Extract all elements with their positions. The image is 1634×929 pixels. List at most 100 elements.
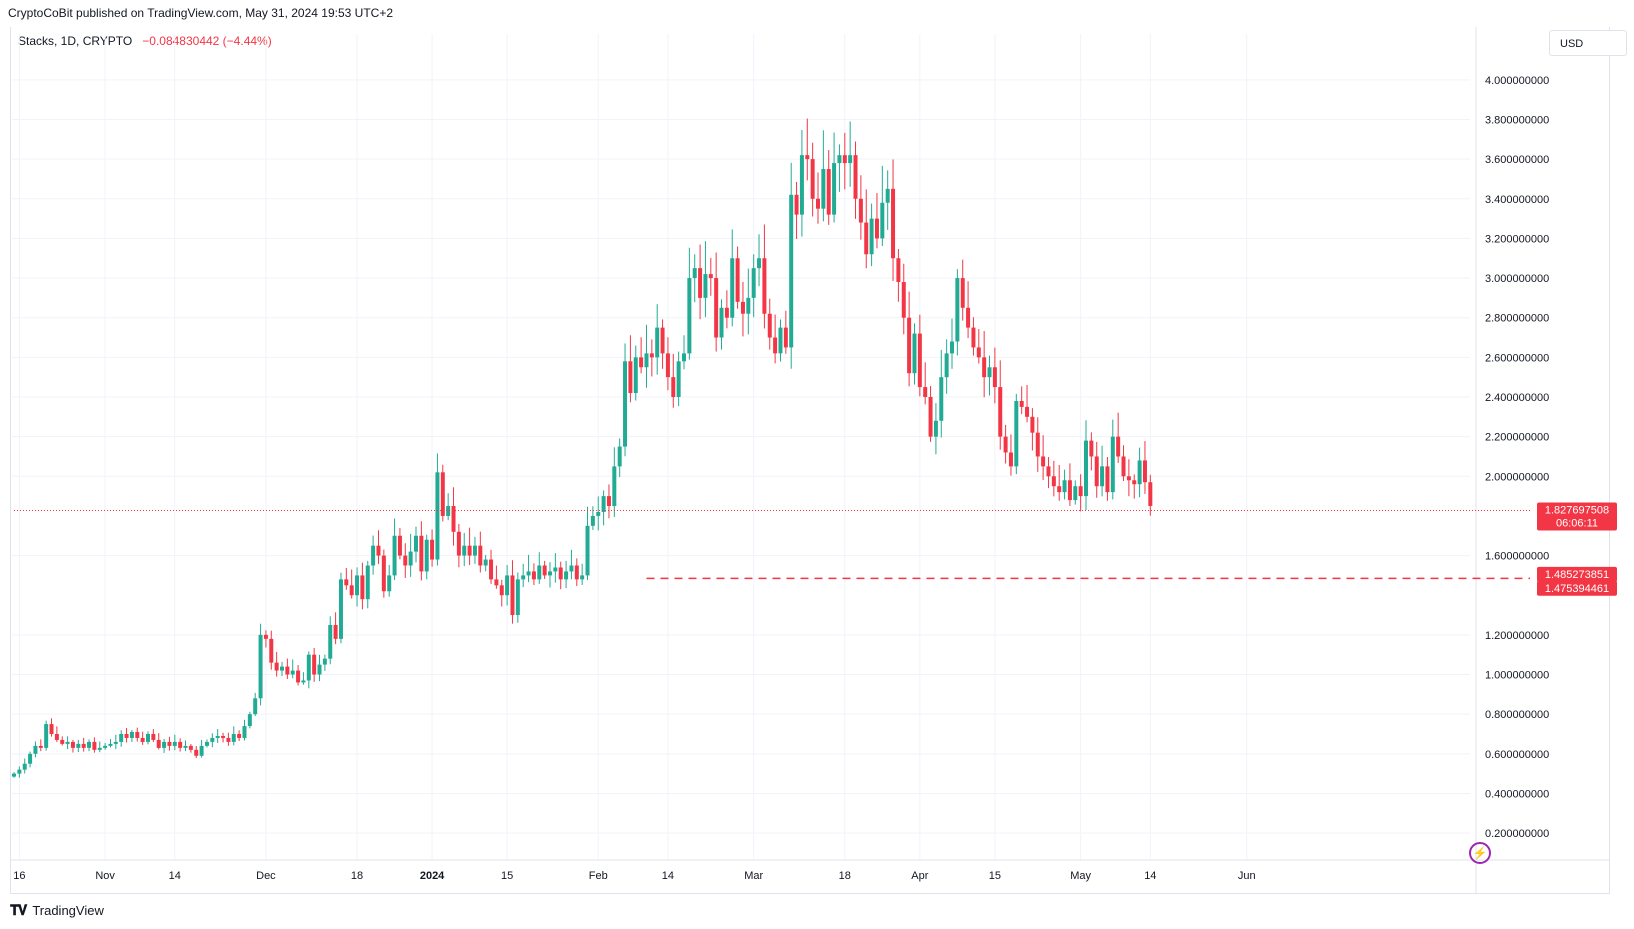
candle-body bbox=[703, 274, 708, 298]
candle-body bbox=[140, 737, 145, 742]
candle-body bbox=[692, 268, 697, 279]
candle-body bbox=[730, 258, 735, 318]
candle-body bbox=[735, 258, 740, 302]
candle-body bbox=[1014, 400, 1019, 467]
candle-body bbox=[365, 565, 370, 600]
footer: 𝐓𝐕 TradingView bbox=[10, 902, 104, 919]
candle-body bbox=[944, 353, 949, 378]
candle-body bbox=[1035, 432, 1040, 457]
candle-body bbox=[708, 274, 713, 279]
x-tick-label: 15 bbox=[501, 870, 513, 882]
candle-body bbox=[446, 506, 451, 516]
candle-body bbox=[714, 278, 719, 338]
candle-body bbox=[585, 525, 590, 576]
candle-body bbox=[381, 555, 386, 592]
y-tick-label: 1.600000000 bbox=[1485, 551, 1549, 563]
candle-body bbox=[1046, 466, 1051, 477]
candle-body bbox=[301, 680, 306, 683]
candle-body bbox=[590, 515, 595, 526]
candle-body bbox=[778, 327, 783, 354]
candle-body bbox=[129, 732, 134, 738]
price-tag-label: 1.827697508 bbox=[1545, 504, 1609, 516]
candle-body bbox=[724, 307, 729, 318]
candle-body bbox=[660, 327, 665, 354]
countdown-label: 06:06:11 bbox=[1556, 517, 1598, 529]
candle-body bbox=[119, 733, 124, 742]
x-tick-label: 2024 bbox=[420, 870, 445, 882]
x-tick-label: 14 bbox=[662, 870, 674, 882]
candle-body bbox=[280, 666, 284, 671]
candle-body bbox=[489, 559, 494, 580]
candle-body bbox=[28, 753, 33, 764]
candle-body bbox=[537, 565, 542, 580]
candle-body bbox=[510, 575, 515, 616]
candle-body bbox=[907, 317, 912, 374]
candle-body bbox=[1089, 440, 1094, 457]
candle-body bbox=[987, 367, 992, 378]
candle-body bbox=[328, 624, 333, 659]
candle-body bbox=[655, 327, 660, 358]
candle-body bbox=[424, 539, 429, 572]
currency-button[interactable]: USD bbox=[1549, 30, 1627, 56]
candle-body bbox=[462, 545, 467, 556]
candle-body bbox=[322, 658, 327, 665]
candle-body bbox=[17, 769, 22, 774]
candle-body bbox=[682, 353, 686, 362]
y-tick-label: 0.800000000 bbox=[1485, 709, 1549, 721]
candle-body bbox=[194, 749, 199, 756]
candle-body bbox=[349, 585, 354, 596]
candle-body bbox=[665, 353, 670, 378]
candle-body bbox=[22, 763, 27, 770]
y-tick-label: 2.200000000 bbox=[1485, 432, 1549, 444]
y-tick-label: 2.400000000 bbox=[1485, 392, 1549, 404]
y-tick-label: 3.200000000 bbox=[1485, 233, 1549, 245]
price-tag bbox=[1537, 566, 1617, 582]
candle-body bbox=[751, 268, 756, 298]
candle-body bbox=[333, 624, 338, 639]
candle-body bbox=[773, 337, 778, 354]
candle-body bbox=[526, 571, 531, 576]
candle-body bbox=[494, 579, 499, 586]
publish-header: CryptoCoBit published on TradingView.com… bbox=[8, 6, 393, 20]
candle-body bbox=[54, 733, 59, 740]
candle-body bbox=[392, 535, 397, 576]
candle-body bbox=[644, 353, 649, 368]
candle-body bbox=[553, 567, 558, 572]
candle-body bbox=[65, 741, 70, 744]
candle-body bbox=[531, 571, 536, 580]
candle-body bbox=[515, 579, 520, 616]
candle-body bbox=[371, 545, 376, 566]
candle-body bbox=[998, 387, 1003, 437]
y-tick-label: 3.400000000 bbox=[1485, 194, 1549, 206]
candle-body bbox=[1132, 480, 1137, 485]
candle-body bbox=[70, 741, 75, 748]
candle-body bbox=[360, 575, 365, 600]
x-tick-label: Feb bbox=[589, 870, 608, 882]
candle-body bbox=[296, 670, 301, 683]
candle-body bbox=[982, 357, 987, 378]
candle-body bbox=[885, 188, 890, 203]
candle-body bbox=[419, 535, 424, 572]
candle-body bbox=[816, 198, 820, 209]
candle-body bbox=[183, 745, 188, 748]
candle-body bbox=[478, 545, 483, 566]
candle-body bbox=[124, 733, 129, 738]
y-tick-label: 0.200000000 bbox=[1485, 828, 1549, 840]
candle-body bbox=[848, 155, 853, 164]
candle-body bbox=[917, 333, 922, 388]
candle-body bbox=[1116, 436, 1121, 457]
candle-body bbox=[269, 638, 274, 663]
y-tick-label: 3.600000000 bbox=[1485, 154, 1549, 166]
candle-body bbox=[767, 313, 772, 338]
candle-body bbox=[472, 545, 477, 556]
candle-body bbox=[49, 724, 54, 734]
x-tick-label: 18 bbox=[839, 870, 851, 882]
candle-body bbox=[81, 743, 86, 748]
candle-body bbox=[1030, 416, 1035, 433]
y-tick-label: 3.000000000 bbox=[1485, 273, 1549, 285]
symbol-label[interactable]: Stacks, 1D, CRYPTO bbox=[18, 34, 133, 48]
candle-body bbox=[210, 737, 215, 742]
lightning-icon[interactable]: ⚡ bbox=[1469, 842, 1491, 864]
candle-body bbox=[783, 327, 788, 348]
